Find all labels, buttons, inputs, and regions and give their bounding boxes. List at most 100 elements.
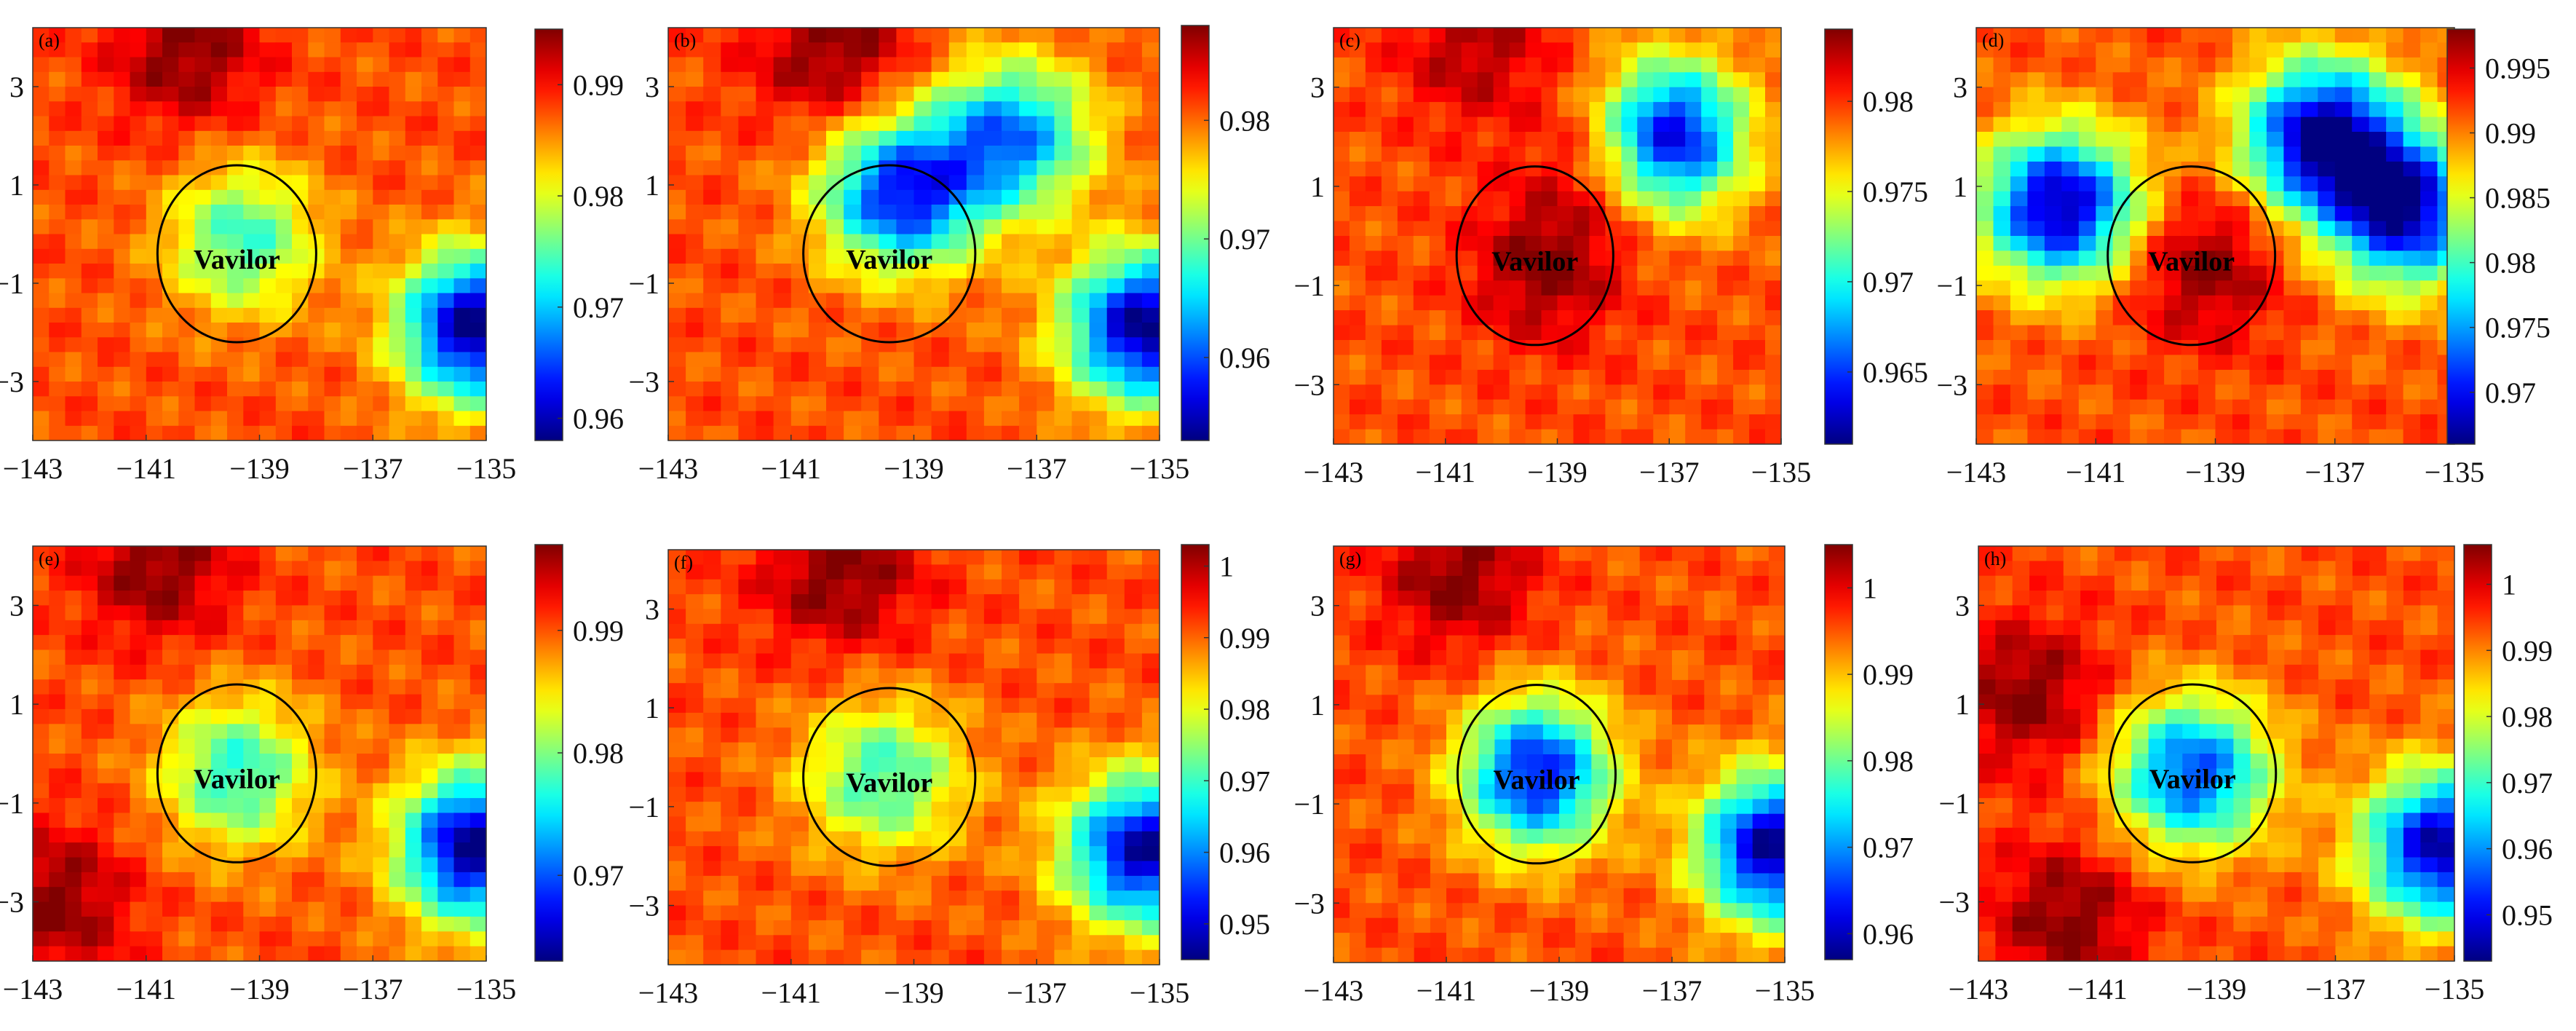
colorbar-tick-label: 0.96 (1863, 917, 1914, 950)
colorbar-tick-label: 0.98 (1863, 85, 1914, 118)
x-tick-label: −143 (3, 452, 63, 485)
y-tick-label: 1 (1955, 688, 1970, 721)
x-tick-label: −139 (229, 973, 290, 1006)
y-tick-label: −3 (628, 890, 659, 923)
x-tick-label: −141 (2066, 456, 2126, 489)
y-tick-label: −3 (0, 886, 24, 919)
y-tick-label: 3 (9, 71, 24, 103)
heatmap-panel-a: (a) Vavilor −143 −141 −139 −137 −135 3 1 −1 −3 0.96… (0, 27, 624, 485)
vavilor-label: Vavilor (846, 245, 932, 275)
x-tick-label: −139 (1527, 456, 1588, 489)
x-tick-label: −137 (1007, 452, 1067, 485)
colorbar-tick-label: 0.99 (1863, 658, 1914, 691)
x-tick-label: −143 (1304, 974, 1364, 1007)
heatmap-cells (1333, 546, 1785, 963)
y-tick-label: 1 (645, 169, 659, 202)
y-tick-label: 3 (9, 589, 24, 622)
x-tick-label: −135 (456, 452, 517, 485)
y-tick-label: −1 (1938, 787, 1970, 820)
x-tick-label: −137 (2305, 973, 2366, 1006)
y-tick-label: 3 (1953, 71, 1967, 104)
y-tick-label: −3 (1938, 886, 1970, 919)
colorbar-tick-label: 0.97 (1863, 266, 1914, 299)
x-tick-label: −135 (1130, 976, 1190, 1009)
colorbar-tick-label: 0.975 (1863, 175, 1928, 208)
y-tick-label: 3 (645, 593, 659, 625)
colorbar-tick-label: 0.98 (1863, 745, 1914, 778)
x-tick-label: −143 (638, 976, 699, 1009)
x-tick-label: −139 (1529, 974, 1590, 1007)
x-tick-label: −141 (761, 976, 821, 1009)
vavilor-ellipse (1455, 165, 1614, 347)
colorbar (2463, 544, 2492, 962)
y-tick-label: −1 (0, 267, 24, 300)
x-tick-label: −143 (1304, 456, 1364, 489)
panel-label: (a) (39, 30, 60, 51)
colorbar-tick-label: 0.99 (2502, 634, 2553, 667)
y-tick-label: −3 (1936, 368, 1967, 401)
colorbar-tick-label: 0.975 (2485, 312, 2551, 344)
x-tick-label: −137 (1642, 974, 1703, 1007)
y-tick-label: 3 (1310, 71, 1325, 104)
y-tick-label: 3 (1955, 589, 1970, 622)
colorbar (2446, 28, 2476, 445)
x-tick-label: −137 (343, 973, 403, 1006)
colorbar-tick-label: 0.98 (2502, 700, 2553, 733)
y-tick-label: −1 (628, 791, 659, 823)
colorbar-tick-label: 1 (1863, 572, 1877, 604)
x-tick-label: −135 (1751, 456, 1812, 489)
x-tick-label: −141 (116, 452, 176, 485)
y-tick-label: 1 (9, 688, 24, 721)
vavilor-ellipse (1457, 684, 1617, 865)
colorbar-tick-label: 0.96 (1219, 341, 1270, 374)
colorbar-tick-label: 0.97 (1863, 831, 1914, 864)
y-tick-label: 1 (9, 169, 24, 202)
heatmap-panel-h: (h) Vavilor −143 −141 −139 −137 −135 3 1 −1 −3 0.95… (1938, 544, 2553, 1006)
y-tick-label: 1 (1310, 689, 1325, 722)
y-tick-label: −1 (628, 267, 659, 300)
panel-label: (b) (674, 30, 696, 51)
panel-label: (d) (1982, 30, 2004, 51)
x-tick-label: −135 (2425, 973, 2485, 1006)
vavilor-label: Vavilor (2148, 247, 2235, 277)
colorbar (1824, 28, 1853, 445)
y-tick-label: −3 (1293, 368, 1325, 401)
heatmap-cells (33, 546, 486, 961)
heatmap-cells (1976, 28, 2454, 444)
colorbar-tick-label: 0.98 (1219, 104, 1270, 137)
vavilor-ellipse (2108, 683, 2278, 864)
x-tick-label: −135 (456, 973, 517, 1006)
vavilor-ellipse (2107, 165, 2277, 347)
panel-label: (c) (1339, 30, 1360, 51)
heatmap-panel-c: (c) Vavilor −143 −141 −139 −137 −135 3 1 −1 −3 0.96… (1293, 27, 1928, 489)
y-tick-label: −1 (0, 787, 24, 820)
panel-label: (f) (674, 552, 693, 573)
x-tick-label: −137 (1639, 456, 1700, 489)
x-tick-label: −135 (1130, 452, 1190, 485)
x-tick-label: −139 (884, 976, 944, 1009)
y-tick-label: 3 (1310, 590, 1325, 623)
colorbar-tick-label: 0.99 (573, 68, 624, 101)
x-tick-label: −143 (3, 973, 63, 1006)
colorbar-tick-label: 1 (1219, 550, 1234, 582)
colorbar-tick-label: 0.96 (2502, 833, 2553, 866)
heatmap-panel-f: (f) Vavilor −143 −141 −139 −137 −135 3 1 −1 −3 0.95… (628, 544, 1270, 1009)
colorbar-tick-label: 0.96 (1219, 837, 1270, 869)
colorbar-tick-label: 0.98 (2485, 247, 2536, 280)
y-tick-label: 3 (645, 71, 659, 103)
y-tick-label: −3 (1293, 887, 1325, 920)
x-tick-label: −137 (343, 452, 403, 485)
panel-label: (h) (1984, 548, 2006, 569)
colorbar-tick-label: 0.96 (573, 402, 624, 435)
colorbar-tick-label: 0.97 (2502, 767, 2553, 799)
x-tick-label: −139 (2185, 456, 2246, 489)
colorbar-tick-label: 0.98 (573, 180, 624, 213)
y-tick-label: 1 (645, 692, 659, 724)
y-tick-label: 1 (1953, 170, 1967, 203)
heatmap-cells (668, 550, 1160, 965)
panel-label: (e) (39, 548, 60, 569)
vavilor-ellipse (802, 164, 977, 344)
x-tick-label: −143 (638, 452, 699, 485)
vavilor-label: Vavilor (2149, 765, 2236, 795)
colorbar-tick-label: 0.99 (2485, 117, 2536, 150)
